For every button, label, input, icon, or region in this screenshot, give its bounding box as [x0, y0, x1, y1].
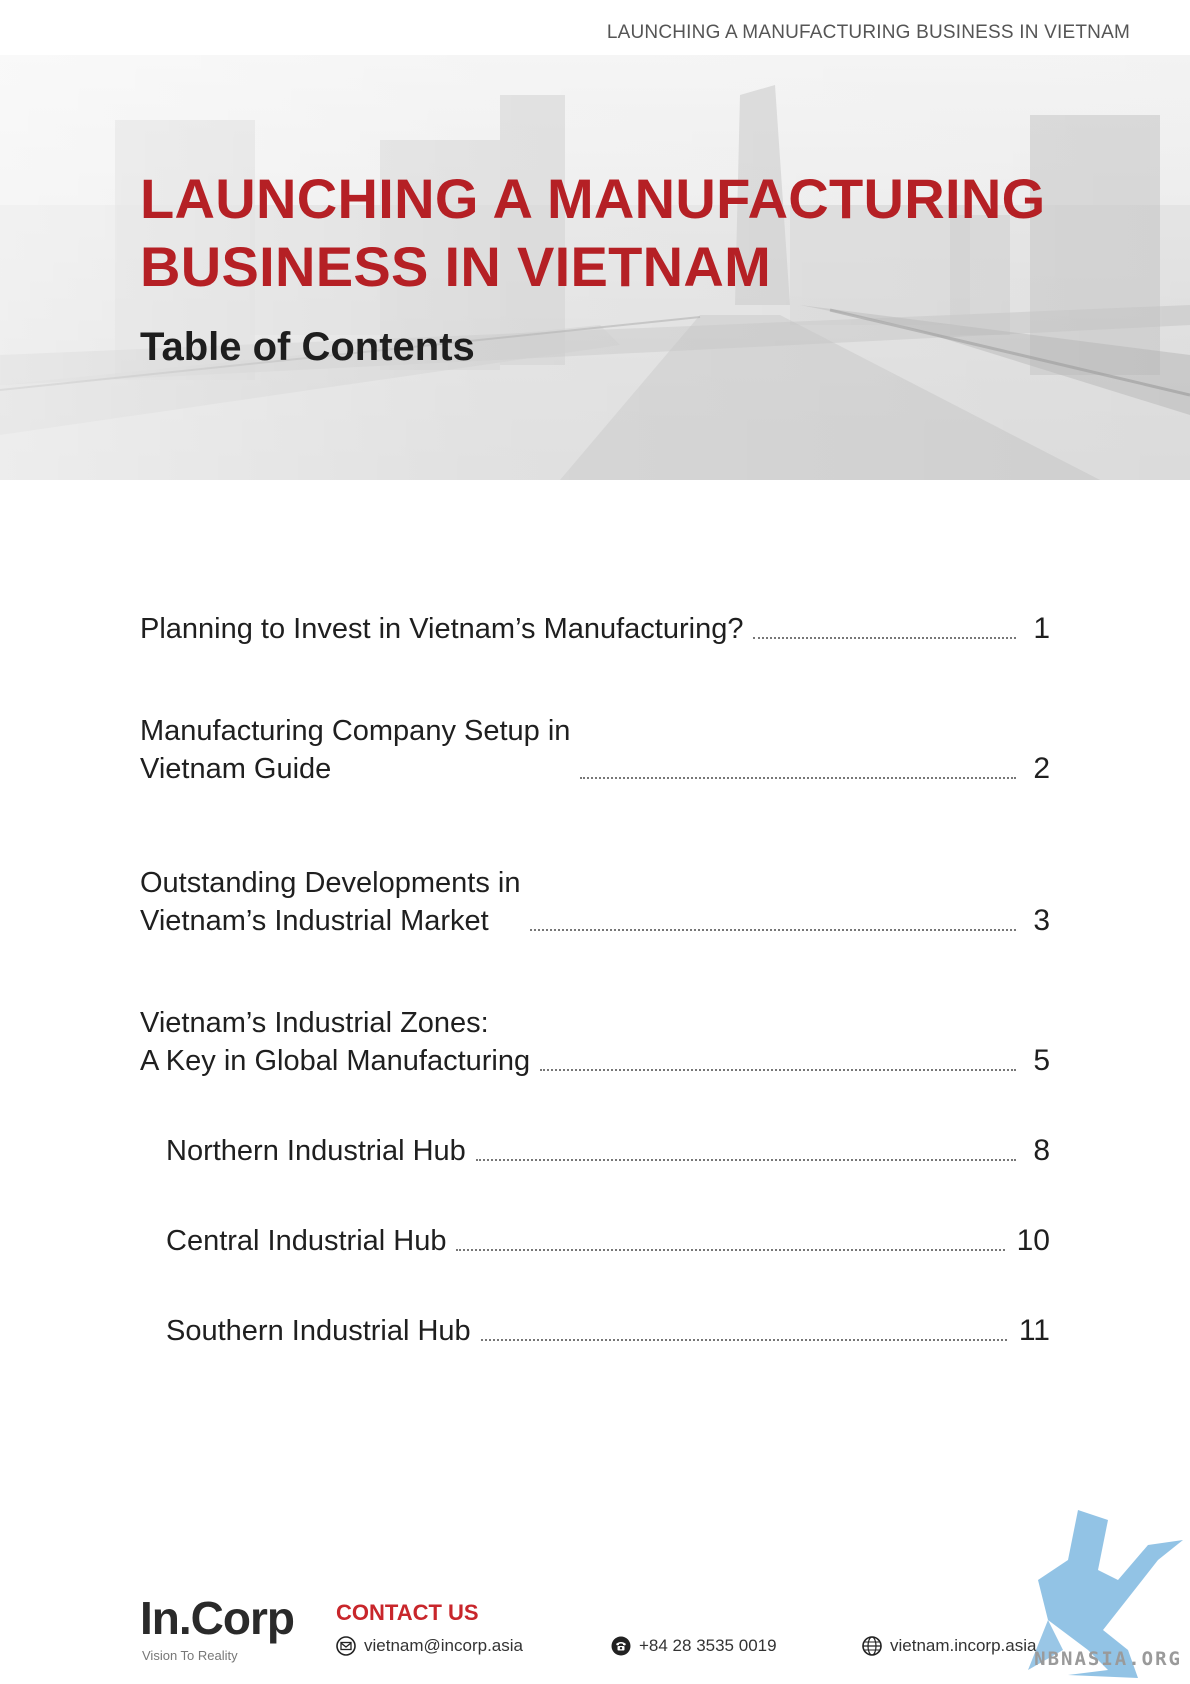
contact-website-text: vietnam.incorp.asia	[890, 1636, 1037, 1655]
toc-entry-label: Southern Industrial Hub	[166, 1315, 471, 1347]
email-icon	[336, 1636, 356, 1656]
toc-entry-planning[interactable]: Planning to Invest in Vietnam’s Manufact…	[140, 610, 1050, 648]
toc-entry-label: Planning to Invest in Vietnam’s Manufact…	[140, 613, 744, 645]
toc-entry-page: 1	[1033, 612, 1050, 645]
dot-leader	[456, 1249, 1005, 1251]
logo-wordmark: In.Corp	[140, 1592, 295, 1644]
toc-heading: Table of Contents	[140, 325, 475, 369]
document-title: LAUNCHING A MANUFACTURING BUSINESS IN VI…	[140, 167, 1046, 298]
toc-entry-page: 2	[1033, 752, 1050, 785]
toc-entry-page: 10	[1016, 1224, 1050, 1257]
dot-leader	[753, 637, 1016, 639]
running-header: LAUNCHING A MANUFACTURING BUSINESS IN VI…	[606, 22, 1130, 43]
dot-leader	[540, 1069, 1016, 1071]
dot-leader	[580, 777, 1016, 779]
contact-website[interactable]: vietnam.incorp.asia	[862, 1636, 1036, 1656]
watermark-text: NBNASIA.ORG	[1034, 1648, 1182, 1670]
toc-entry-northern-hub[interactable]: Northern Industrial Hub 8	[140, 1132, 1050, 1170]
toc-entry-central-hub[interactable]: Central Industrial Hub 10	[140, 1222, 1050, 1260]
contact-us-title: CONTACT US	[336, 1600, 479, 1625]
contact-phone[interactable]: +84 28 3535 0019	[611, 1636, 777, 1656]
toc-entry-page: 8	[1033, 1134, 1050, 1167]
toc-entry-company-setup[interactable]: Manufacturing Company Setup in Vietnam G…	[140, 712, 1050, 788]
contact-phone-text: +84 28 3535 0019	[639, 1636, 777, 1655]
dot-leader	[475, 1159, 1016, 1161]
griffin-watermark-icon	[1028, 1510, 1183, 1678]
globe-icon	[862, 1636, 882, 1656]
contact-email[interactable]: vietnam@incorp.asia	[336, 1636, 523, 1656]
dot-leader	[480, 1339, 1007, 1341]
toc-entry-page: 11	[1018, 1314, 1050, 1347]
hero-banner	[0, 55, 1190, 480]
incorp-logo: In.Corp Vision To Reality	[140, 1592, 300, 1663]
toc-entry-label: Outstanding Developments in Vietnam’s In…	[140, 867, 521, 937]
toc-entry-label: Northern Industrial Hub	[166, 1135, 466, 1167]
toc-entry-page: 5	[1033, 1044, 1050, 1077]
contact-email-text: vietnam@incorp.asia	[364, 1636, 523, 1655]
toc-entry-label: Vietnam’s Industrial Zones: A Key in Glo…	[140, 1007, 531, 1077]
phone-icon	[611, 1636, 631, 1656]
toc-entry-page: 3	[1033, 904, 1050, 937]
footer: In.Corp Vision To Reality CONTACT US vie…	[0, 1580, 1190, 1684]
toc-entry-label: Manufacturing Company Setup in Vietnam G…	[140, 715, 571, 785]
toc-entry-industrial-zones[interactable]: Vietnam’s Industrial Zones: A Key in Glo…	[140, 1004, 1050, 1080]
toc-entry-label: Central Industrial Hub	[166, 1225, 447, 1257]
dot-leader	[530, 929, 1016, 931]
logo-tagline: Vision To Reality	[142, 1648, 238, 1663]
toc-entry-developments[interactable]: Outstanding Developments in Vietnam’s In…	[140, 864, 1050, 940]
toc-entry-southern-hub[interactable]: Southern Industrial Hub 11	[140, 1312, 1050, 1350]
hero-fade-overlay	[0, 55, 1190, 480]
